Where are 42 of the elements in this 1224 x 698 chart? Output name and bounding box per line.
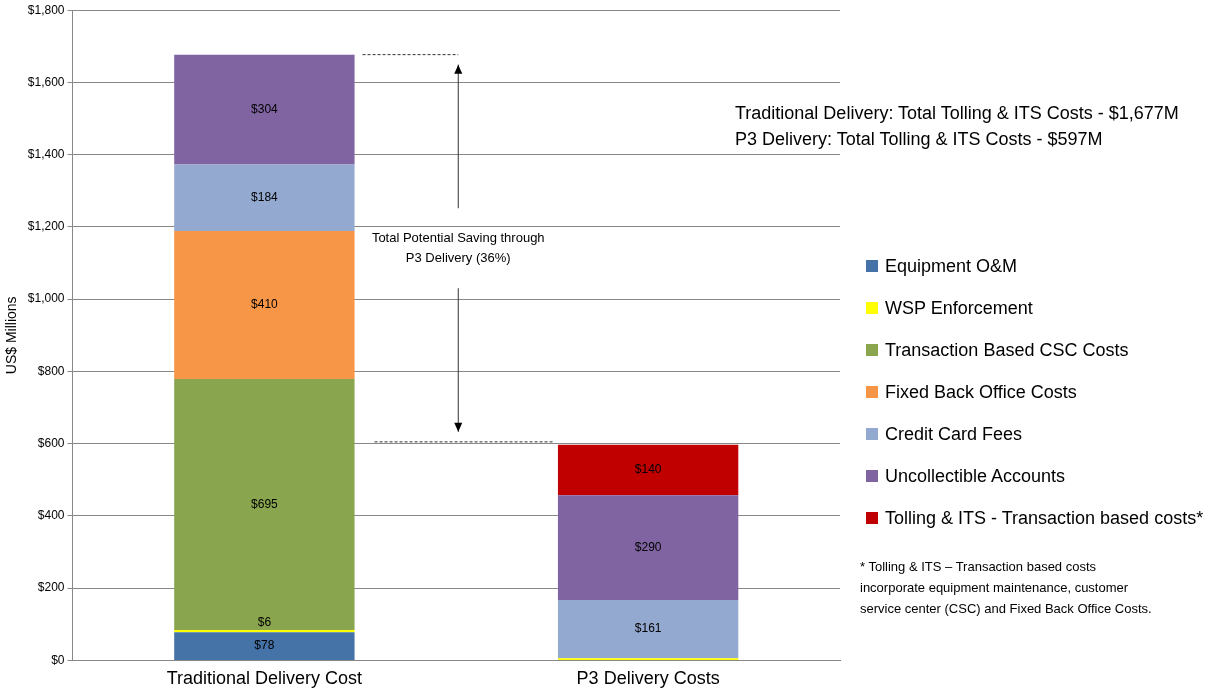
y-tick-label: $0	[51, 652, 65, 667]
x-tick-label: Traditional Delivery Cost	[166, 668, 363, 689]
y-tick-label: $200	[37, 580, 65, 595]
legend-label: Credit Card Fees	[885, 423, 1023, 445]
y-tick-label: $1,600	[27, 74, 65, 89]
data-label: $695	[251, 496, 279, 511]
legend-label: Tolling & ITS - Transaction based costs*	[885, 507, 1204, 529]
legend-label: WSP Enforcement	[885, 297, 1033, 319]
bar	[174, 164, 355, 231]
y-tick-label: $1,400	[27, 147, 65, 161]
bar	[174, 632, 355, 660]
data-label: $140	[634, 462, 662, 477]
annotation: P3 Delivery: Total Tolling & ITS Costs - $597M	[735, 128, 1104, 151]
bar	[174, 379, 355, 631]
x-tick-label: P3 Delivery Costs	[576, 668, 720, 689]
data-label: $78	[254, 638, 275, 653]
legend-label: Equipment O&M	[885, 255, 1018, 277]
bar	[174, 230, 355, 380]
legend-label: Fixed Back Office Costs	[885, 381, 1077, 403]
y-tick-label: $400	[37, 508, 65, 523]
data-label: $161	[634, 621, 662, 636]
y-tick-label: $1,000	[27, 291, 65, 306]
y-tick-label: $600	[37, 435, 65, 450]
legend-label: Uncollectible Accounts	[885, 465, 1066, 487]
bar	[557, 600, 739, 659]
annotation: Total Potential Saving through P3 Delivery (36%)	[370, 229, 546, 268]
data-label: $304	[251, 101, 279, 116]
data-label: $6	[257, 615, 272, 630]
data-label: $184	[251, 189, 279, 204]
data-label: $410	[251, 297, 279, 312]
text: * Tolling & ITS – Transaction based costs incorporate equipment maintenance, customer service center (CSC) and Fixed Back Office Costs.	[860, 558, 1153, 618]
data-label: $290	[634, 540, 662, 555]
bar	[174, 54, 355, 165]
y-axis-title: US$ Millions	[3, 296, 20, 375]
legend-label: Transaction Based CSC Costs	[885, 339, 1129, 361]
annotation: Traditional Delivery: Total Tolling & ITS Costs - $1,677M	[735, 102, 1179, 125]
bar	[557, 495, 739, 601]
y-tick-label: $800	[37, 363, 65, 378]
bar	[174, 630, 355, 633]
bar	[557, 444, 739, 496]
y-tick-label: $1,800	[27, 2, 65, 17]
y-tick-label: $1,200	[27, 219, 65, 234]
